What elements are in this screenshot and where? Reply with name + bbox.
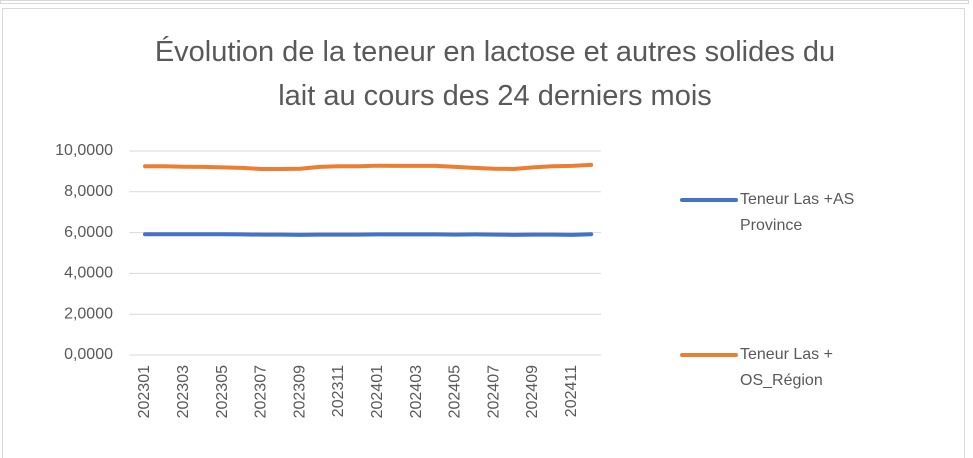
series-line <box>143 232 594 237</box>
legend-label: Teneur Las +AS Province <box>740 191 855 234</box>
y-tick-label: 6,0000 <box>64 224 113 241</box>
x-tick-label: 202301 <box>136 365 153 418</box>
y-tick-label: 0,0000 <box>64 346 113 363</box>
chart-title: Évolution de la teneur en lactose et aut… <box>154 36 836 112</box>
x-tick-label: 202403 <box>408 365 425 418</box>
x-tick-label: 202407 <box>485 365 502 418</box>
x-tick-label: 202305 <box>214 365 231 418</box>
x-tick-label: 202409 <box>524 365 541 418</box>
series-line <box>143 162 594 171</box>
y-tick-label: 8,0000 <box>64 183 113 200</box>
chart-frame <box>2 8 965 458</box>
x-tick-label: 202303 <box>175 365 192 418</box>
y-tick-label: 4,0000 <box>64 265 113 282</box>
x-tick-label: 202309 <box>291 365 308 418</box>
x-tick-label: 202405 <box>447 365 464 418</box>
legend-label: Teneur Las + OS_Région <box>740 346 833 389</box>
x-tick-label: 202401 <box>369 365 386 418</box>
x-tick-label: 202411 <box>563 365 580 417</box>
y-tick-label: 10,0000 <box>55 142 113 159</box>
x-tick-label: 202311 <box>330 365 347 417</box>
frame-top <box>0 0 969 4</box>
y-tick-label: 2,0000 <box>64 305 113 322</box>
x-tick-label: 202307 <box>253 365 270 418</box>
